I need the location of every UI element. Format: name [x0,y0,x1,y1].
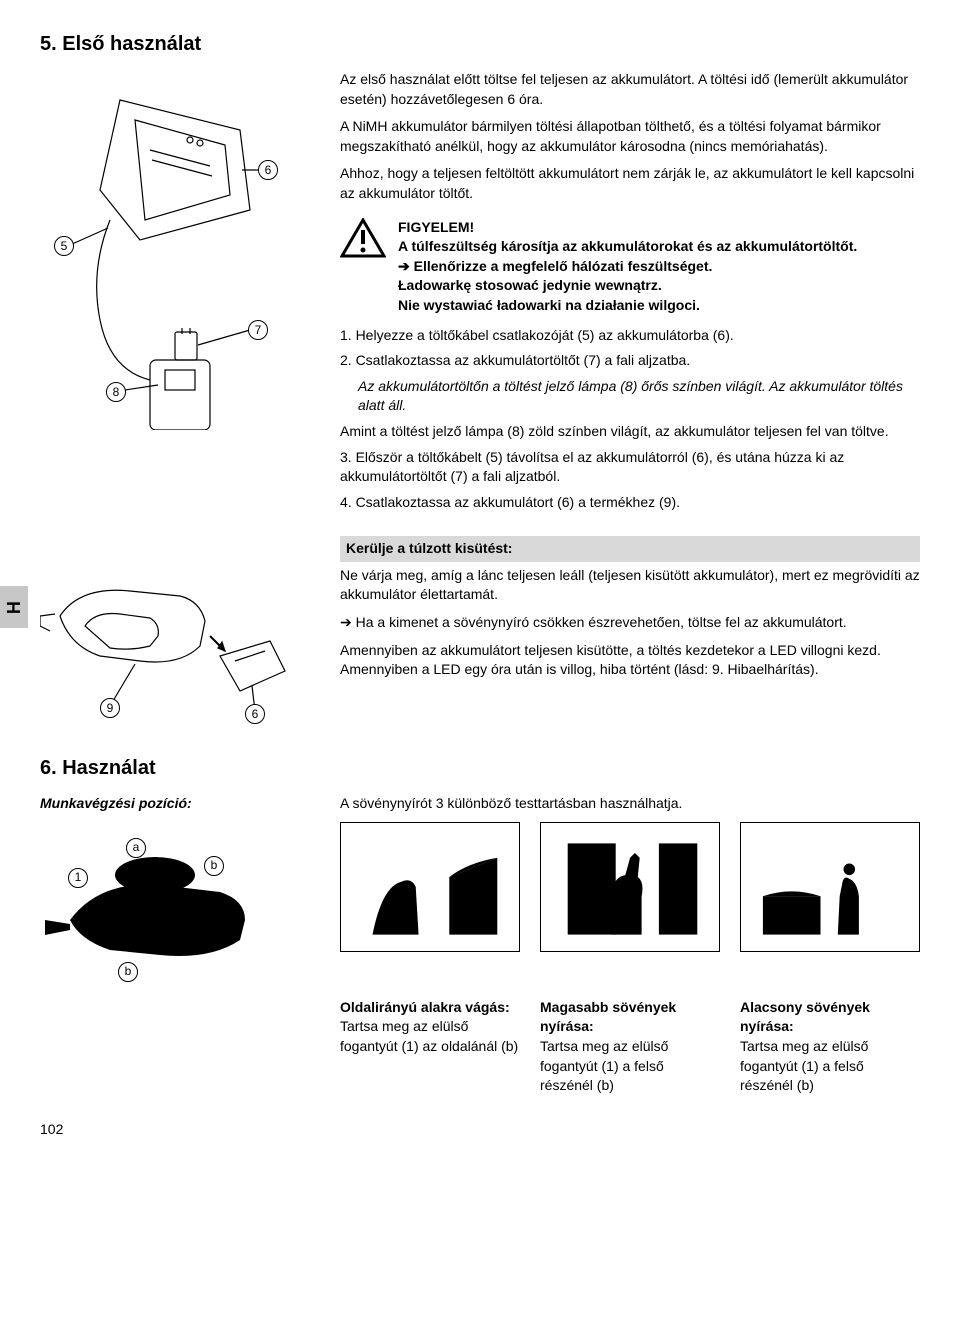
col3-text: Tartsa meg az elülső fogantyút (1) a fel… [740,1037,920,1096]
warning-box: FIGYELEM! A túlfeszültség károsítja az a… [340,218,920,316]
step-1: 1. Helyezze a töltőkábel csatlakozóját (… [340,326,920,346]
avoid-title: Kerülje a túlzott kisütést: [340,536,920,562]
avoid-line-1: Ne várja meg, amíg a lánc teljesen leáll… [340,566,920,605]
col1-text: Tartsa meg az elülső fogantyút (1) az ol… [340,1017,520,1056]
section6-title: 6. Használat [40,754,920,782]
intro-para-3: Ahhoz, hogy a teljesen feltöltött akkumu… [340,164,920,203]
warn-title: FIGYELEM! [398,218,857,238]
step-2-note: Az akkumulátortöltőn a töltést jelző lám… [340,377,920,416]
figure-high-cut [540,822,720,952]
section6-intro: A sövénynyírót 3 különböző testtartásban… [340,794,920,814]
figure-low-cut [740,822,920,952]
side-tab: H [0,586,28,628]
step-3: 3. Először a töltőkábelt (5) távolítsa e… [340,448,920,487]
callout-5: 5 [54,236,74,256]
section6-subtitle: Munkavégzési pozíció: [40,794,320,814]
figure-handle: a 1 b b [40,820,300,980]
step-2: 2. Csatlakoztassa az akkumulátortöltőt (… [340,351,920,371]
figure-side-cut [340,822,520,952]
col3-title: Alacsony sövények nyírása: [740,998,920,1037]
warn-line-2: ➔ Ellenőrizze a megfelelő hálózati feszü… [398,257,857,277]
figure-product: 9 6 [40,536,320,736]
page-number: 102 [40,1120,920,1140]
intro-para-2: A NiMH akkumulátor bármilyen töltési áll… [340,117,920,156]
callout-6: 6 [258,160,278,180]
callout-a: a [126,838,146,858]
avoid-line-2: ➔ Ha a kimenet a sövénynyíró csökken ész… [340,613,920,633]
intro-para-1: Az első használat előtt töltse fel telje… [340,70,920,109]
callout-7: 7 [248,320,268,340]
col2-title: Magasabb sövények nyírása: [540,998,720,1037]
warn-line-4: Nie wystawiać ładowarki na działanie wil… [398,296,857,316]
warn-line-3: Ładowarkę stosować jedynie wewnątrz. [398,276,857,296]
section5-title: 5. Első használat [40,30,920,58]
callout-b: b [204,856,224,876]
callout-8: 8 [106,382,126,402]
col1-title: Oldalirányú alakra vágás: [340,998,520,1018]
warning-icon [340,218,386,258]
warn-line-1: A túlfeszültség károsítja az akkumulátor… [398,237,857,257]
callout-b2: b [118,962,138,982]
avoid-line-3: Amennyiben az akkumulátort teljesen kisü… [340,641,920,680]
callout-1: 1 [68,868,88,888]
col2-text: Tartsa meg az elülső fogantyút (1) a fel… [540,1037,720,1096]
figure-charger: 5 6 7 8 [40,70,320,518]
step-4: 4. Csatlakoztassa az akkumulátort (6) a … [340,493,920,513]
step-post: Amint a töltést jelző lámpa (8) zöld szí… [340,422,920,442]
